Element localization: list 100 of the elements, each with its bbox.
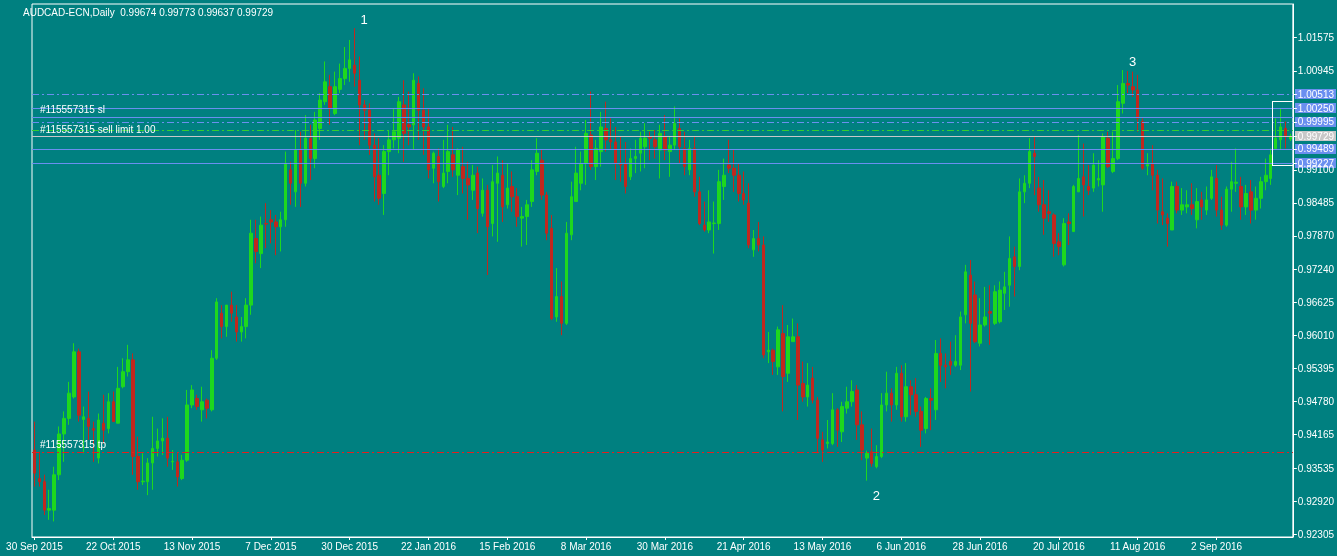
x-tick-label: 15 Feb 2016 [479,540,536,552]
candlestick [589,90,593,171]
candlestick [491,164,494,237]
x-tick-label: 2 Sep 2016 [1190,540,1243,552]
candlestick [254,219,258,264]
y-tick-label: 0.92305 [1297,529,1335,541]
candlestick [1195,187,1199,229]
y-tick-label: 0.94780 [1297,396,1335,408]
candlestick [1225,186,1228,228]
candlestick [1279,107,1282,151]
candlestick [964,264,967,324]
candlestick [328,74,332,126]
candlestick [353,27,356,88]
y-tick-label: 0.95395 [1297,363,1335,375]
candlestick [446,124,450,184]
candlestick [235,304,238,343]
text: 2 [872,487,881,503]
candlestick [1101,132,1105,213]
candlestick [259,216,263,269]
candlestick [156,428,159,457]
y-tick-label: 0.97240 [1297,264,1335,276]
candlestick [653,129,657,160]
candlestick [225,304,228,338]
candlestick [38,451,41,488]
candlestick [747,182,750,249]
candlestick [703,201,706,233]
candlestick [230,291,233,323]
candlestick [565,221,568,326]
candlestick [1018,177,1021,271]
candlestick [648,131,652,161]
candlestick [939,337,942,383]
candlestick [195,394,199,411]
candlestick [865,450,869,482]
text: 1 [360,12,368,28]
y-tick-label: 1.00513 [1297,88,1335,100]
candlestick [1146,152,1149,176]
candlestick [959,311,962,371]
y-tick-label: 0.99995 [1297,116,1335,128]
candlestick [875,444,878,469]
candlestick [1087,164,1090,196]
candlestick [1077,134,1080,193]
candlestick [476,166,479,234]
candlestick [1023,174,1026,204]
candlestick [771,348,775,376]
candlestick [698,176,701,226]
candlestick [501,159,504,223]
candlestick [816,396,819,454]
candlestick [811,366,814,404]
candlestick [432,151,435,184]
candlestick [752,229,755,258]
candlestick [116,366,120,424]
candlestick [831,392,834,446]
candlestick [427,107,430,179]
text: 3 [1128,54,1137,70]
candlestick [895,366,898,411]
candlestick [629,147,632,181]
x-tick-label: 7 Dec 2015 [245,540,297,552]
candlestick [264,202,268,249]
y-tick-label: 0.94165 [1297,429,1335,441]
candlestick [358,56,361,146]
y-tick-label: 1.01575 [1297,31,1335,43]
chart-title: AUDCAD-ECN,Daily 0.99674 0.99773 0.99637 0.99729 [23,6,274,18]
candlestick [284,151,287,228]
candlestick [604,101,608,153]
candlestick [363,99,366,141]
candlestick [1141,117,1144,171]
candlestick [954,334,957,368]
candlestick [1072,184,1075,233]
y-tick-label: 1.00945 [1297,65,1335,77]
candlestick [1190,182,1194,216]
candlestick [422,87,425,156]
y-tick-label: 0.98485 [1297,197,1335,209]
y-tick-label: 0.96010 [1297,330,1335,342]
candlestick [1220,196,1223,231]
candlestick [1210,169,1213,201]
candlestick [161,417,164,456]
candlestick [43,474,46,516]
candlestick [949,341,952,376]
x-tick-label: 30 Dec 2015 [321,540,379,552]
candlestick [171,449,174,471]
candlestick [200,386,204,423]
candlestick [900,364,903,423]
candlestick [481,177,484,218]
candlestick [663,114,667,161]
candlestick [560,281,563,336]
candlestick [220,304,223,339]
candlestick [151,416,154,491]
y-tick-label: 0.93535 [1297,463,1335,475]
candlestick [693,136,696,198]
candlestick [880,392,883,459]
candlestick [1244,184,1248,216]
x-tick-label: 20 Jul 2016 [1033,540,1086,552]
candlestick [412,72,415,151]
candlestick [1239,176,1243,221]
candlestick [550,214,553,321]
candlestick [1215,164,1218,218]
candlestick [624,141,627,194]
candlestick [757,221,760,252]
candlestick [33,421,36,488]
ref-line-label: #115557315 sl [40,104,105,115]
